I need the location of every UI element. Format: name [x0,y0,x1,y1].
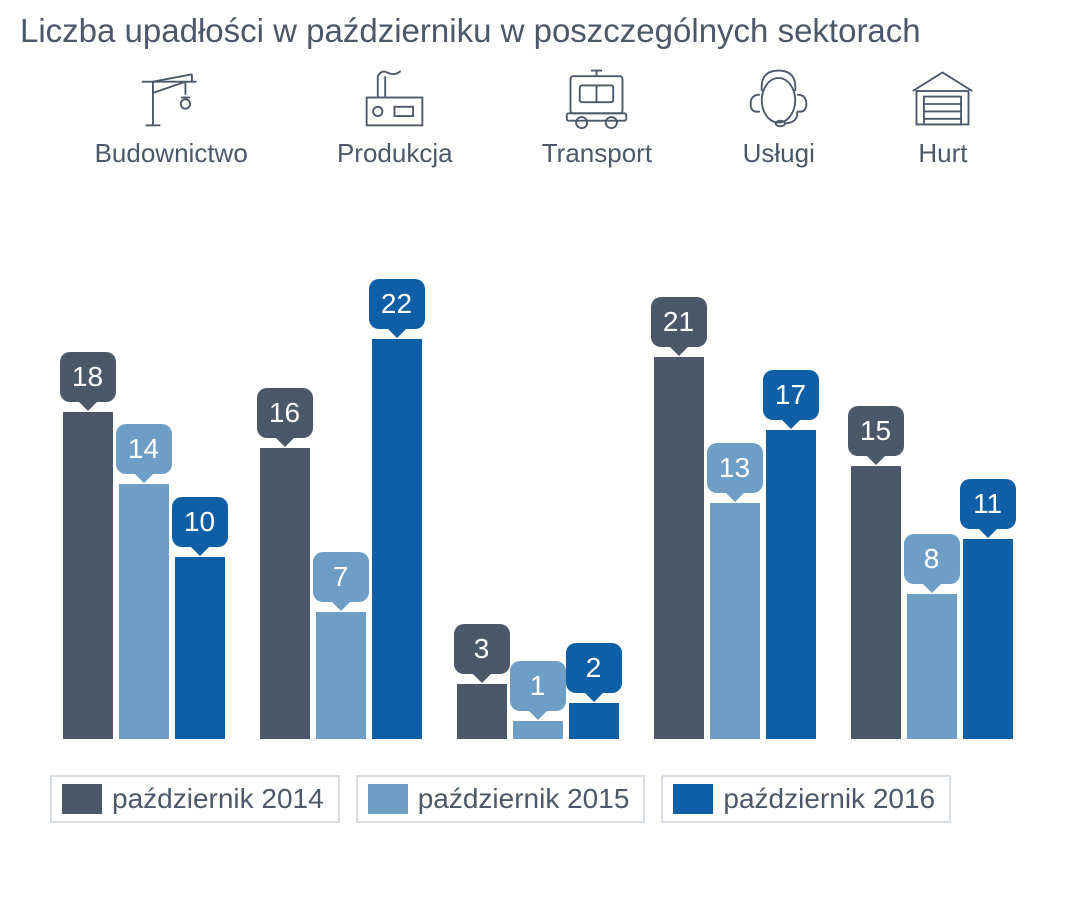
category-row: Budownictwo Produkcja Transport Usługi H… [20,65,1055,169]
value-bubble: 10 [172,497,228,547]
truck-icon [559,65,634,130]
category-crane: Budownictwo [95,65,248,169]
bar-rect [710,503,760,739]
legend-swatch [368,784,408,814]
legend-item: październik 2015 [356,775,646,823]
value-bubble: 14 [116,424,172,474]
bar-rect [316,612,366,739]
value-bubble: 17 [763,370,819,420]
chart-legend: październik 2014 październik 2015 paździer… [20,775,1055,823]
value-bubble: 1 [510,661,566,711]
bar-rect [175,557,225,739]
category-label: Budownictwo [95,138,248,169]
bar: 17 [766,370,816,739]
category-label: Usługi [743,138,815,169]
bar-rect [907,594,957,739]
category-factory: Produkcja [337,65,453,169]
bar-rect [457,684,507,739]
legend-item: październik 2016 [661,775,951,823]
chart-area: 1814101672231221131715811 [20,199,1055,739]
headset-icon [741,65,816,130]
bar: 1 [513,661,563,739]
bar: 2 [569,643,619,739]
bar-group: 16 7 22 [257,199,424,739]
legend-item: październik 2014 [50,775,340,823]
legend-label: październik 2016 [723,783,935,815]
bar-rect [513,721,563,739]
category-headset: Usługi [741,65,816,169]
bar: 18 [63,352,113,739]
bar: 15 [851,406,901,739]
bar-rect [63,412,113,739]
bar-group: 181410 [60,199,227,739]
category-label: Produkcja [337,138,453,169]
category-label: Hurt [918,138,967,169]
category-warehouse: Hurt [905,65,980,169]
bar-rect [851,466,901,739]
bar: 16 [260,388,310,739]
bar: 13 [710,443,760,739]
bar-rect [260,448,310,739]
legend-swatch [62,784,102,814]
value-bubble: 3 [454,624,510,674]
bar-rect [569,703,619,739]
bar: 14 [119,424,169,739]
bar-rect [372,339,422,739]
value-bubble: 22 [369,279,425,329]
value-bubble: 8 [904,534,960,584]
bar-rect [654,357,704,739]
warehouse-icon [905,65,980,130]
category-truck: Transport [542,65,652,169]
legend-label: październik 2014 [112,783,324,815]
value-bubble: 21 [651,297,707,347]
bar: 21 [654,297,704,739]
bar-group: 15 811 [848,199,1015,739]
value-bubble: 7 [313,552,369,602]
bar-rect [119,484,169,739]
category-label: Transport [542,138,652,169]
bar: 11 [963,479,1013,739]
legend-swatch [673,784,713,814]
factory-icon [357,65,432,130]
value-bubble: 11 [960,479,1016,529]
bar: 7 [316,552,366,739]
bar: 8 [907,534,957,739]
bar-group: 21 1317 [651,199,818,739]
bar-group: 312 [454,199,621,739]
bar: 22 [372,279,422,739]
bar-rect [766,430,816,739]
legend-label: październik 2015 [418,783,630,815]
crane-icon [134,65,209,130]
chart-title: Liczba upadłości w październiku w poszcz… [20,12,1055,50]
value-bubble: 13 [707,443,763,493]
value-bubble: 18 [60,352,116,402]
bar-rect [963,539,1013,739]
value-bubble: 2 [566,643,622,693]
bar: 3 [457,624,507,739]
value-bubble: 16 [257,388,313,438]
value-bubble: 15 [848,406,904,456]
bar: 10 [175,497,225,739]
